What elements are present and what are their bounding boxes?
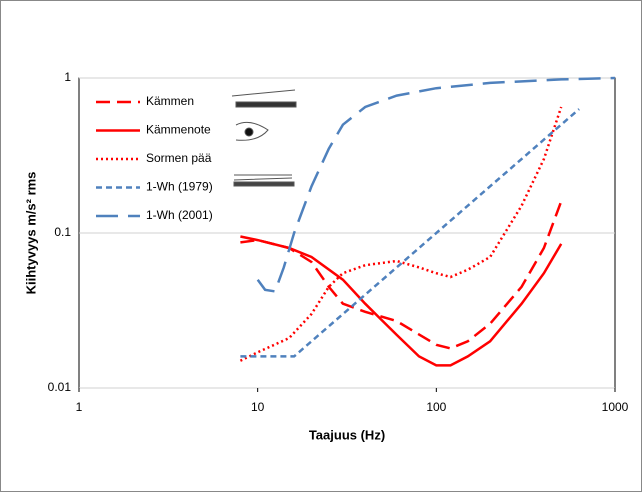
- legend-label: Sormen pää: [146, 151, 212, 165]
- hand-plate: [244, 127, 254, 137]
- legend-images: [231, 89, 297, 187]
- x-tick-label: 10: [251, 400, 265, 414]
- legend-label: 1-Wh (1979): [146, 180, 213, 194]
- x-axis-title: Taajuus (Hz): [309, 427, 385, 442]
- legend-label: Kämmen: [146, 94, 194, 108]
- x-tick-label: 1: [76, 400, 83, 414]
- legend-label: Kämmenote: [146, 123, 211, 137]
- x-tick-label: 100: [426, 400, 446, 414]
- y-tick-label: 1: [64, 70, 71, 84]
- series-line: [240, 108, 580, 358]
- y-axis-title: Kiihtyvyys m/s² rms: [23, 172, 38, 295]
- y-tick-label: 0.1: [54, 225, 71, 239]
- legend-label: 1-Wh (2001): [146, 208, 213, 222]
- series-line: [240, 235, 563, 367]
- finger-sketch: [233, 174, 293, 181]
- hand-sketch: [235, 121, 269, 141]
- series-line: [240, 200, 563, 350]
- finger-plate: [233, 181, 295, 187]
- series-line: [239, 106, 563, 362]
- x-tick-label: 1000: [602, 400, 629, 414]
- hand-plate: [235, 101, 297, 108]
- y-tick-label: 0.01: [48, 380, 72, 394]
